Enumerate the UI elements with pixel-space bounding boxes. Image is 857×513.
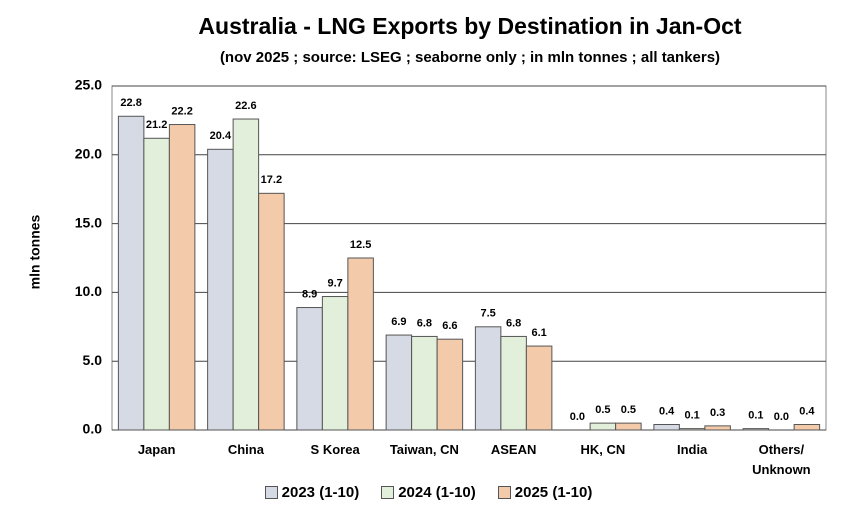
bar — [411, 335, 438, 431]
value-label: 0.5 — [595, 404, 610, 416]
bar — [117, 115, 145, 431]
y-tick-label: 0.0 — [83, 421, 103, 437]
x-tick-label: China — [227, 442, 264, 457]
legend-label: 2025 (1-10) — [514, 484, 593, 501]
bar — [143, 137, 170, 431]
x-tick-label: Japan — [137, 442, 176, 457]
value-label: 0.1 — [684, 410, 699, 422]
bar — [525, 345, 553, 431]
legend-item: 2024 (1-10) — [381, 484, 476, 501]
y-tick-label: 15.0 — [75, 214, 102, 230]
value-label: 12.5 — [350, 239, 371, 251]
bar — [321, 296, 349, 431]
value-label: 0.1 — [748, 410, 763, 422]
value-label: 22.6 — [235, 100, 256, 112]
value-label: 22.8 — [120, 97, 141, 109]
x-tick-label: HK, CN — [580, 442, 626, 457]
value-label: 20.4 — [210, 130, 232, 142]
bar — [474, 326, 502, 431]
bar — [296, 307, 323, 431]
legend: 2023 (1-10) 2024 (1-10) 2025 (1-10) — [0, 484, 857, 501]
y-tick-label: 20.0 — [75, 146, 102, 162]
bar — [258, 192, 285, 431]
bar — [385, 334, 413, 431]
value-label: 7.5 — [480, 308, 495, 320]
value-label: 6.1 — [531, 327, 546, 339]
chart-title: Australia - LNG Exports by Destination i… — [198, 13, 741, 39]
value-label: 6.8 — [506, 317, 521, 329]
x-tick-label: S Korea — [310, 442, 360, 457]
bar — [704, 425, 731, 431]
bar — [207, 148, 234, 431]
value-label: 9.7 — [327, 277, 342, 289]
bar — [168, 124, 196, 431]
legend-item: 2023 (1-10) — [264, 484, 360, 501]
legend-swatch — [264, 486, 278, 499]
legend-swatch — [381, 486, 395, 499]
value-label: 0.3 — [710, 407, 725, 419]
y-axis-label: mln tonnes — [27, 214, 43, 289]
x-tick-label: India — [676, 442, 708, 457]
value-label: 6.8 — [417, 317, 432, 329]
value-label: 6.9 — [391, 316, 406, 328]
y-tick-label: 5.0 — [83, 352, 103, 368]
value-label: 22.2 — [171, 105, 192, 117]
bar — [793, 423, 821, 431]
bar — [615, 422, 642, 431]
value-label: 0.4 — [659, 405, 675, 417]
x-tick-label: Others/ Unknown — [752, 442, 811, 477]
legend-label: 2024 (1-10) — [398, 484, 476, 501]
legend-swatch — [497, 486, 511, 499]
bar — [347, 257, 374, 431]
x-tick-label: Taiwan, CN — [389, 442, 459, 457]
value-label: 17.2 — [261, 174, 282, 186]
bar — [436, 338, 464, 431]
value-label: 8.9 — [302, 288, 317, 300]
bar — [500, 335, 527, 431]
value-label: 21.2 — [146, 119, 167, 131]
value-label: 6.6 — [442, 320, 457, 332]
bar — [589, 422, 617, 431]
bar — [678, 428, 706, 431]
bar — [742, 428, 770, 431]
y-tick-label: 10.0 — [75, 283, 102, 299]
x-tick-label: ASEAN — [490, 442, 537, 457]
y-tick-label: 25.0 — [75, 77, 102, 93]
value-label: 0.4 — [799, 405, 815, 417]
value-label: 0.0 — [570, 411, 585, 423]
legend-item: 2025 (1-10) — [497, 484, 593, 501]
value-label: 0.0 — [774, 411, 789, 423]
legend-label: 2023 (1-10) — [281, 484, 360, 501]
bar — [653, 423, 680, 431]
bar — [232, 118, 260, 431]
value-label: 0.5 — [621, 404, 636, 416]
chart-subtitle: (nov 2025 ; source: LSEG ; seaborne only… — [220, 49, 720, 66]
